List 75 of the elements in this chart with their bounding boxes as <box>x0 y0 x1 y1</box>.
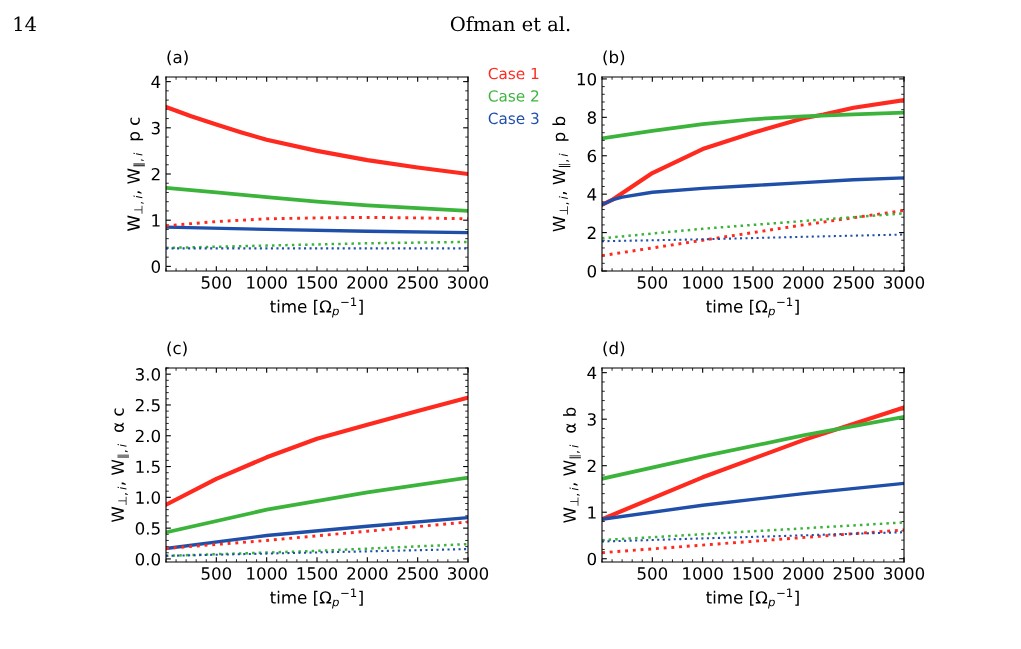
y-tick-label: 8 <box>587 111 596 124</box>
x-tick-label: 2500 <box>833 276 874 289</box>
x-axis-title: time [Ω$_{p}$$^{−1}$] <box>706 588 799 609</box>
y-tick-label: 0 <box>151 260 161 273</box>
chart-title: (d) <box>603 341 625 357</box>
text: Ofman et al. <box>450 16 570 32</box>
y-tick-label: 3.0 <box>135 368 161 381</box>
x-tick-label: 500 <box>201 276 232 289</box>
y-tick-label: 1.5 <box>136 460 160 474</box>
x-tick-label: 1000 <box>683 567 723 580</box>
x-tick-label: 2500 <box>397 567 438 580</box>
y-axis-title: W$_{⊥,i}$, W$_{∥,i}$ α c <box>111 408 129 523</box>
x-tick-label: 3000 <box>884 276 925 289</box>
y-tick-label: 1 <box>152 214 160 227</box>
y-tick-label: 4 <box>151 75 161 88</box>
y-tick-label: 2.0 <box>135 429 161 443</box>
line-series <box>602 481 904 521</box>
y-tick-label: 3 <box>151 121 160 135</box>
y-tick-label: 0 <box>587 552 597 566</box>
line-series <box>602 209 904 258</box>
y-tick-label: 0 <box>587 264 597 278</box>
y-tick-label: 10 <box>577 72 597 86</box>
y-tick-label: 4 <box>587 366 597 379</box>
x-tick-label: 2000 <box>347 276 388 289</box>
y-tick-label: 2 <box>587 226 596 239</box>
x-tick-label: 1500 <box>297 276 338 289</box>
x-tick-label: 1500 <box>733 276 774 289</box>
x-tick-label: 1500 <box>297 567 338 580</box>
text: 14 <box>14 16 37 31</box>
y-tick-label: 4 <box>587 188 597 201</box>
x-tick-label: 3000 <box>884 567 925 580</box>
text: Case 3 <box>488 112 539 125</box>
x-axis-title: time [Ω$_{p}$$^{−1}$] <box>270 297 363 318</box>
x-tick-label: 1000 <box>247 567 287 580</box>
y-tick-label: 2.5 <box>135 398 160 412</box>
chart-title: (b) <box>603 50 625 66</box>
line-series <box>602 110 904 141</box>
y-tick-label: 6 <box>587 149 597 163</box>
y-tick-label: 2 <box>151 167 160 181</box>
x-tick-label: 2500 <box>833 567 874 580</box>
line-series <box>166 395 468 507</box>
x-tick-label: 1000 <box>683 276 723 289</box>
y-tick-label: 0.0 <box>135 552 161 566</box>
line-series <box>166 475 468 535</box>
y-tick-label: 1.0 <box>136 491 161 504</box>
x-tick-label: 500 <box>637 567 668 580</box>
y-axis-title: W$_{⊥,i}$, W$_{∥,i}$ p b <box>552 116 571 232</box>
x-tick-label: 2000 <box>347 567 388 580</box>
x-axis-title: time [Ω$_{p}$$^{−1}$] <box>270 588 363 609</box>
x-tick-label: 2500 <box>397 276 438 289</box>
chart-title: (a) <box>167 50 188 66</box>
chart-title: (c) <box>167 341 187 357</box>
x-tick-label: 3000 <box>448 567 489 580</box>
y-tick-label: 0.5 <box>135 522 160 535</box>
y-tick-label: 2 <box>587 459 596 473</box>
x-tick-label: 3000 <box>448 276 489 289</box>
text: Case 2 <box>488 90 539 102</box>
line-series <box>602 212 904 240</box>
x-tick-label: 2000 <box>783 567 824 580</box>
line-series <box>602 176 904 207</box>
y-tick-label: 3 <box>587 413 596 426</box>
line-series <box>166 104 468 177</box>
line-series <box>166 185 468 213</box>
y-axis-title: W$_{⊥,i}$, W$_{∥,i}$ p c <box>127 117 145 231</box>
y-tick-label: 1 <box>588 506 596 519</box>
line-series <box>602 233 904 243</box>
x-tick-label: 500 <box>201 567 232 580</box>
line-series <box>602 414 904 481</box>
text: Case 1 <box>488 67 539 80</box>
x-tick-label: 1500 <box>733 567 774 580</box>
x-axis-title: time [Ω$_{p}$$^{−1}$] <box>706 297 799 318</box>
y-axis-title: W$_{⊥,i}$, W$_{∥,i}$ α b <box>562 407 581 523</box>
x-tick-label: 500 <box>637 276 668 289</box>
x-tick-label: 2000 <box>783 276 824 289</box>
x-tick-label: 1000 <box>247 276 287 289</box>
